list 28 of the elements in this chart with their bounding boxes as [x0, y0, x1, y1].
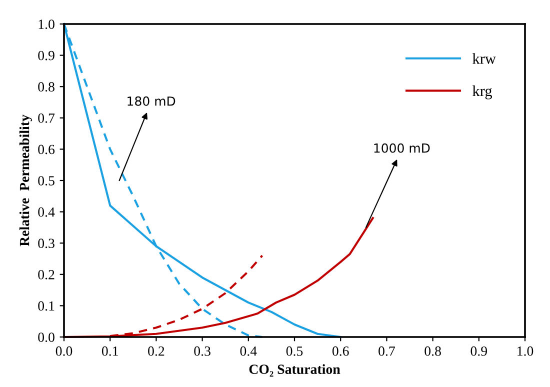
y-tick-label: 0.1	[38, 301, 54, 311]
x-tick-label: 0.7	[378, 346, 395, 356]
annotation: 180 mD	[128, 96, 176, 106]
y-tick-label: 1.0	[38, 20, 54, 30]
y-tick-label: 0.6	[38, 144, 55, 154]
x-tick-label: 0.8	[424, 346, 441, 356]
y-tick-label: 0.9	[38, 50, 54, 60]
y-tick-label: 0.2	[38, 270, 54, 280]
y-tick-label: 0.7	[38, 113, 55, 123]
x-tick-label: 0.1	[102, 346, 118, 356]
x-axis-title: CO₂ Saturation	[249, 364, 340, 377]
legend-label: krw	[472, 53, 496, 64]
y-tick-label: 0.8	[38, 82, 54, 92]
x-tick-label: 0.2	[148, 346, 164, 356]
x-tick-label: 0.5	[286, 346, 303, 356]
y-tick-label: 0.0	[38, 332, 54, 342]
x-tick-label: 1.0	[518, 346, 534, 356]
y-tick-label: 0.3	[38, 238, 54, 248]
x-tick-label: 0.4	[240, 346, 257, 356]
x-tick-label: 0.3	[194, 346, 210, 356]
annotation: 1000 mD	[374, 143, 430, 153]
y-tick-label: 0.5	[38, 176, 54, 186]
y-axis-title: Relative Permeability	[19, 114, 32, 246]
y-tick-label: 0.4	[38, 207, 55, 217]
x-tick-label: 0.9	[470, 346, 488, 356]
x-tick-label: 0.6	[332, 346, 349, 356]
x-tick-label: 0.0	[56, 346, 72, 356]
legend-label: krg	[472, 85, 492, 100]
